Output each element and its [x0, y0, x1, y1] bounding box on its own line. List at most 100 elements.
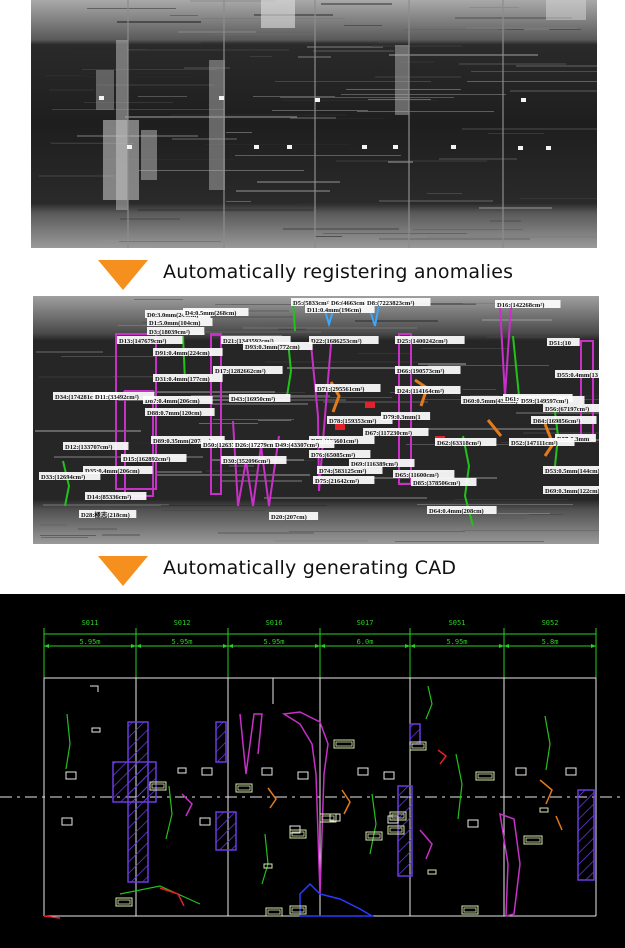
texture-streak: [358, 353, 411, 354]
anomaly-label-box: [329, 298, 383, 306]
texture-streak: [379, 238, 530, 240]
section-width-label: 5.95m: [171, 638, 192, 646]
cad-label-box-inner: [411, 743, 425, 749]
down-arrow-shape: [98, 260, 148, 290]
texture-streak: [311, 118, 384, 119]
texture-streak: [49, 89, 94, 91]
crack-line: [369, 793, 377, 855]
cad-marker-box: [177, 767, 187, 774]
anomaly-label: D24:(114164cm²): [397, 388, 444, 395]
texture-streak: [479, 207, 552, 209]
texture-streak: [307, 46, 383, 48]
cad-label-box: [235, 783, 253, 793]
texture-streak: [212, 403, 308, 405]
texture-streak: [206, 470, 262, 472]
dimension-arrow: [131, 644, 136, 648]
crack-line: [65, 713, 71, 770]
dimension-arrow: [591, 644, 596, 648]
anomaly-label-box: [145, 408, 215, 416]
texture-streak: [467, 81, 597, 82]
anomaly-label-box: [83, 466, 153, 474]
texture-streak: [372, 45, 462, 47]
texture-streak: [490, 220, 521, 222]
anomaly-label: D1:5.0mm(104cm): [149, 320, 200, 327]
cad-label-box-inner: [291, 831, 305, 837]
texture-streak: [275, 540, 368, 542]
section-id-label: S012: [174, 619, 191, 627]
cad-label-box-inner: [391, 813, 405, 819]
anomaly-outline: [499, 812, 521, 917]
anomaly-label-box: [183, 308, 249, 316]
texture-streak: [226, 132, 252, 133]
anomaly-label: D65:(11600cm²): [395, 472, 439, 479]
anomaly-label-box: [315, 384, 381, 392]
texture-streak: [134, 299, 183, 300]
texture-streak: [323, 233, 467, 234]
anomaly-label: D59:(149597cm²): [521, 398, 568, 405]
cad-label-box-inner: [389, 827, 403, 833]
anomaly-label: D76:(65085cm²): [311, 452, 355, 459]
anomaly-label: D34:(174281cm²): [55, 394, 102, 401]
anomaly-label: D60:0.5mm(435cm): [463, 398, 518, 405]
anomaly-label: D11:0.4mm(196cm): [307, 307, 361, 314]
texture-streak: [171, 114, 347, 116]
cad-label-box: [461, 905, 479, 915]
anomaly-label-box: [273, 440, 335, 448]
cad-label-box: [539, 807, 549, 813]
anomaly-label: D91:0.4mm(224cm): [155, 350, 210, 357]
cad-marker-box: [565, 767, 577, 776]
anomaly-label: D71:(295561cm²): [317, 386, 364, 393]
texture-streak: [265, 361, 419, 363]
section-width-label: 5.8m: [542, 638, 559, 646]
anomaly-label: D56:(67197cm²): [545, 406, 589, 413]
texture-streak: [211, 335, 282, 336]
anomaly-label: D89:0.35mm(207cm): [153, 438, 211, 445]
texture-streak: [156, 474, 310, 476]
anomaly-label-box: [313, 476, 375, 484]
anomaly-label-box: [495, 300, 561, 308]
texture-streak: [389, 54, 538, 56]
frame-line: [90, 685, 99, 692]
cad-label-box: [265, 907, 283, 917]
texture-streak: [119, 241, 221, 242]
anomaly-label-box: [117, 336, 183, 344]
cad-label-box: [387, 825, 405, 835]
anomaly-label-box: [309, 450, 371, 458]
texture-streak: [120, 218, 180, 220]
anomaly-outline: [267, 787, 277, 809]
texture-streak: [199, 423, 258, 424]
crack-line: [512, 335, 520, 397]
anomaly-label: D74:(583125cm²): [319, 468, 366, 475]
anomaly-region: [398, 333, 412, 485]
texture-streak: [78, 528, 117, 530]
texture-streak: [341, 94, 506, 95]
annotated-tunnel-image-graphic: D0:3.0mm(244cm)D4:0.5mm(268cm) D1:5.0mm(1…: [33, 296, 599, 544]
texture-streak: [138, 209, 313, 211]
section-width-label: 5.95m: [446, 638, 467, 646]
anomaly-label: D51:(10: [549, 340, 571, 347]
texture-streak: [138, 96, 187, 97]
anomaly-label: D22:(1686253cm²): [311, 338, 362, 345]
anomaly-label: D73:(136601cm²): [311, 438, 358, 445]
anomaly-outline: [341, 789, 351, 815]
cad-label-box-inner: [117, 899, 131, 905]
texture-streak: [463, 389, 496, 390]
raw-tunnel-image: [31, 0, 597, 248]
anomaly-label-box: [427, 506, 497, 514]
texture-streak: [87, 8, 176, 9]
anomaly-label-box: [555, 434, 596, 442]
anomaly-outline: [43, 915, 61, 919]
anomaly-label-box: [547, 338, 580, 346]
anomaly-label-box: [53, 392, 119, 400]
cad-label-box-inner: [267, 909, 281, 915]
anomaly-label: D49:(43307cm²): [275, 442, 319, 449]
texture-streak: [40, 535, 96, 536]
texture-streak: [456, 504, 524, 505]
cad-label-box-inner: [367, 833, 381, 839]
texture-streak: [401, 61, 434, 63]
texture-streak: [289, 531, 465, 532]
anomaly-label-box: [145, 310, 211, 318]
anomaly-label-box: [243, 342, 313, 350]
crack-line: [455, 753, 463, 820]
texture-streak: [161, 510, 266, 511]
